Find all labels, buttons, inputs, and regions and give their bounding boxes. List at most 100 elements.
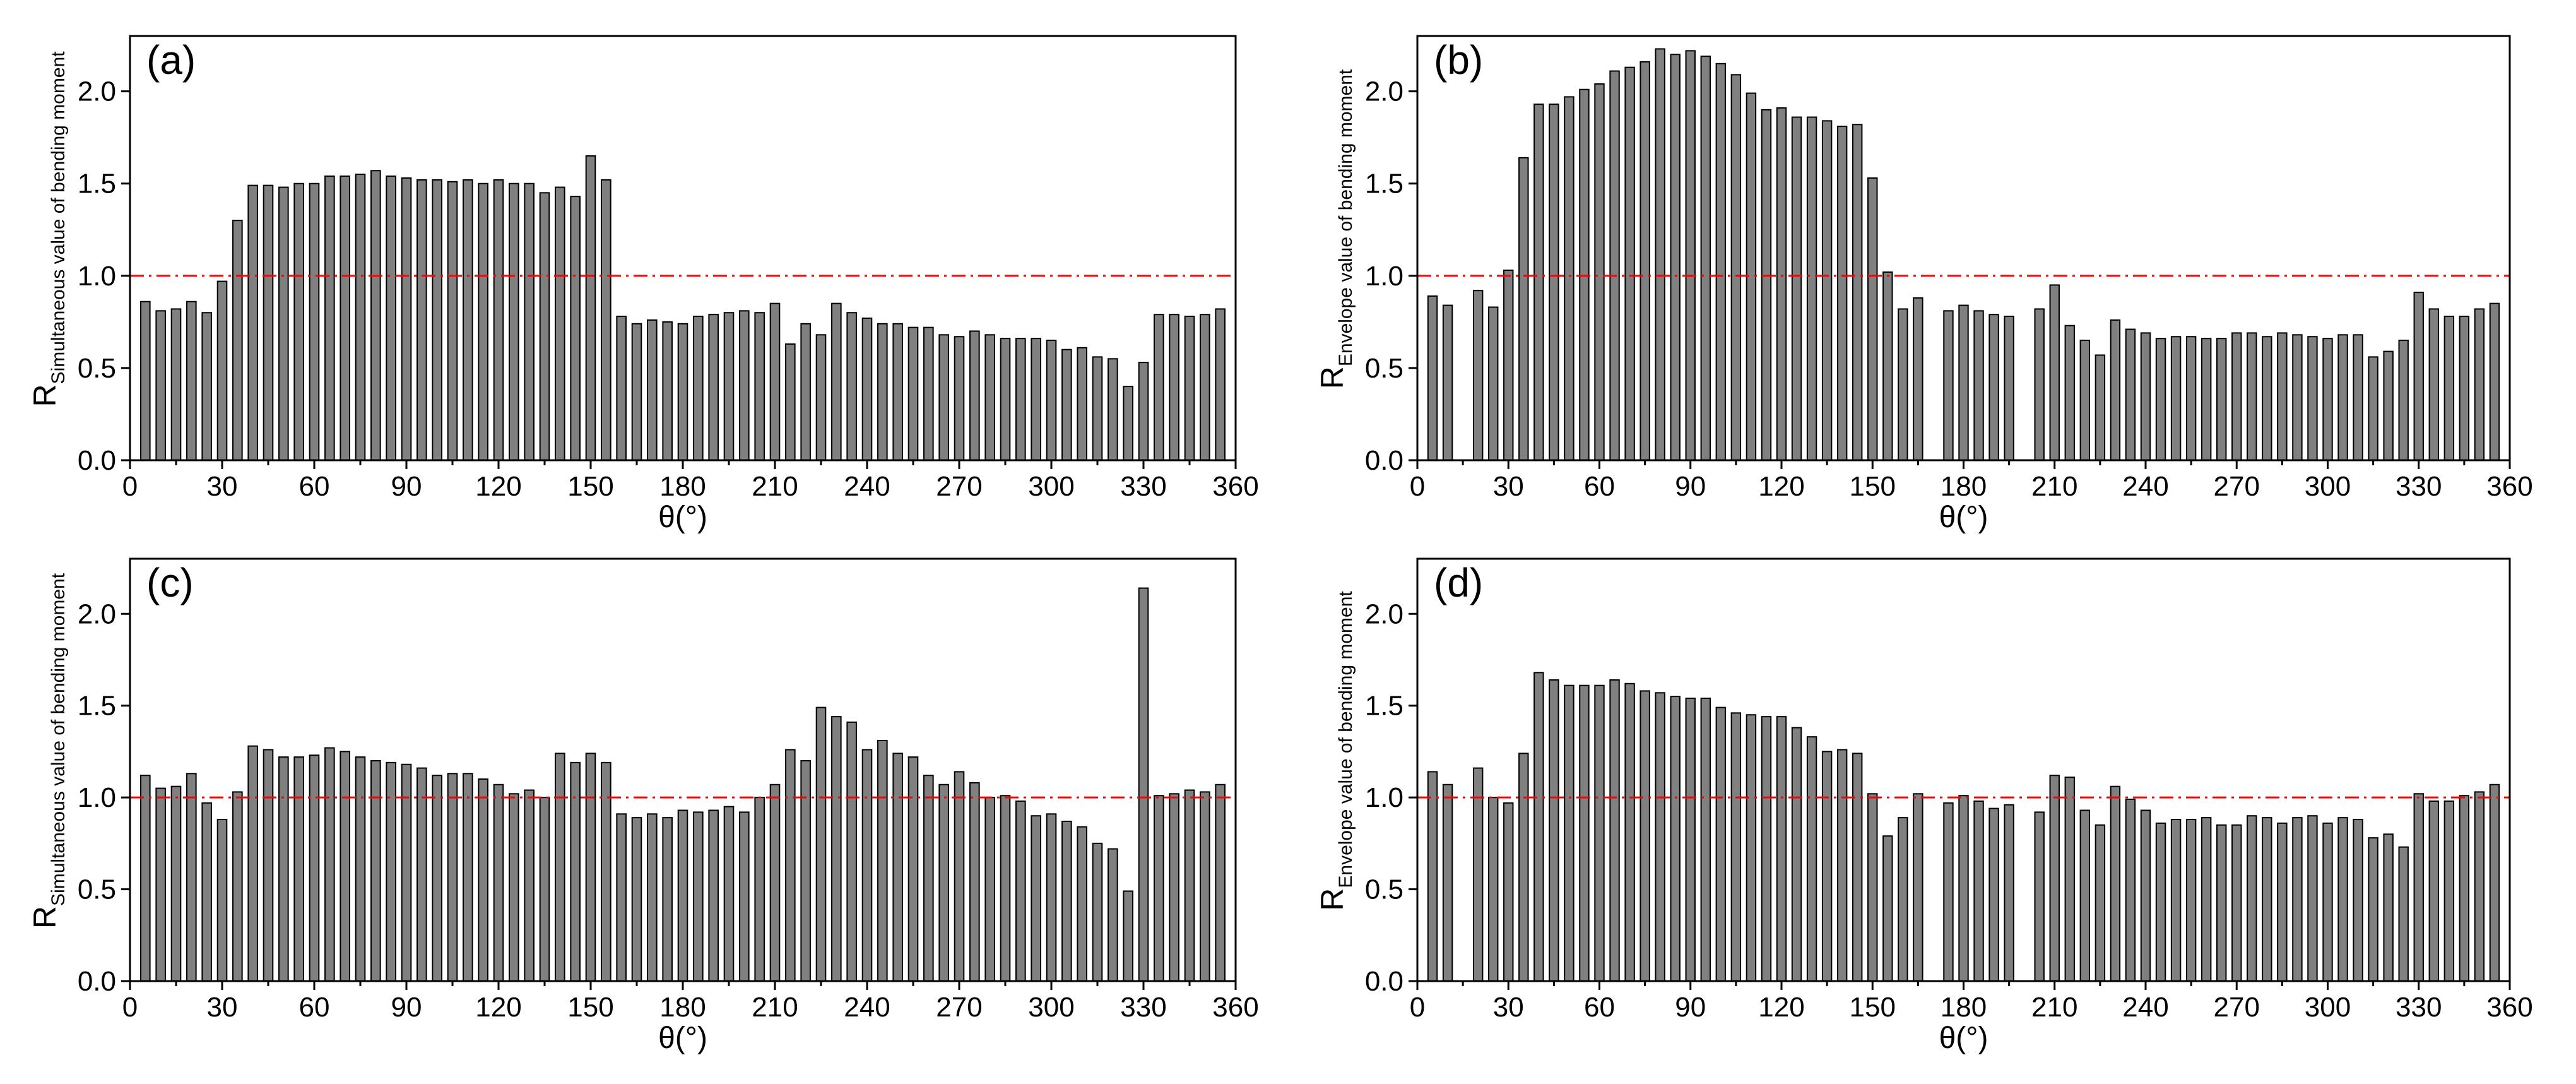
bar xyxy=(1533,104,1544,461)
bar xyxy=(815,334,827,461)
bar xyxy=(1077,347,1087,462)
bar xyxy=(1913,297,1923,461)
x-tick-label: 240 xyxy=(2122,471,2168,502)
bar xyxy=(754,312,765,461)
bar xyxy=(309,754,320,982)
bar xyxy=(2110,785,2121,982)
y-tick-label: 2.0 xyxy=(78,76,116,107)
bar xyxy=(2201,338,2212,461)
y-axis-label-main: R xyxy=(27,384,62,407)
x-tick-label: 300 xyxy=(1028,992,1074,1023)
bar xyxy=(1958,304,1969,461)
bar xyxy=(2064,777,2076,982)
bar xyxy=(1898,308,1908,461)
bar xyxy=(2094,824,2106,982)
bar xyxy=(1031,338,1041,461)
bar xyxy=(1609,679,1620,982)
y-axis-label-subscript: Envelope value of bending moment xyxy=(1335,69,1356,366)
bar xyxy=(2049,284,2060,461)
bar xyxy=(324,747,335,982)
bar xyxy=(1092,356,1103,462)
bar xyxy=(1564,96,1575,461)
bar xyxy=(631,817,642,982)
x-tick-label: 180 xyxy=(1941,471,1987,502)
bar xyxy=(2079,340,2091,462)
bar xyxy=(293,182,304,461)
bar xyxy=(815,706,827,982)
x-tick-label: 360 xyxy=(2486,471,2532,502)
y-tick-label: 0.5 xyxy=(1365,353,1403,384)
bar xyxy=(2247,815,2257,982)
y-tick-label: 2.0 xyxy=(78,599,116,629)
bar xyxy=(1154,795,1164,982)
x-tick-label: 30 xyxy=(1493,992,1524,1023)
bar xyxy=(693,811,704,982)
bar xyxy=(201,312,212,461)
y-tick-label: 0.5 xyxy=(1365,874,1403,905)
x-tick-label: 210 xyxy=(2031,992,2077,1023)
bar xyxy=(1092,842,1103,982)
x-tick-label: 0 xyxy=(1410,992,1425,1023)
bar xyxy=(1549,104,1559,461)
bar xyxy=(2216,338,2227,461)
bar xyxy=(1108,848,1118,982)
bar xyxy=(1958,795,1969,982)
bar xyxy=(846,721,857,982)
y-tick-label: 1.0 xyxy=(1365,782,1403,813)
x-tick-label: 30 xyxy=(207,992,238,1023)
bar xyxy=(1806,736,1817,982)
bar xyxy=(216,819,228,982)
bar xyxy=(170,785,182,982)
y-tick-label: 0.0 xyxy=(78,966,116,997)
bar xyxy=(616,316,627,461)
bar xyxy=(785,343,796,461)
bar xyxy=(2443,316,2455,461)
x-tick-label: 300 xyxy=(2305,992,2351,1023)
bar xyxy=(1487,797,1499,982)
bar xyxy=(278,756,289,982)
x-tick-label: 60 xyxy=(299,471,330,502)
bar xyxy=(2443,800,2455,982)
x-tick-label: 120 xyxy=(1758,471,1804,502)
bar xyxy=(1169,793,1179,982)
y-axis-label: RSimultaneous value of bending moment xyxy=(27,51,69,407)
y-axis-label-subscript: Simultaneous value of bending moment xyxy=(48,51,69,384)
bar xyxy=(969,330,980,462)
x-tick-label: 120 xyxy=(475,992,521,1023)
x-tick-label: 90 xyxy=(391,471,422,502)
x-axis-label: θ(°) xyxy=(1939,1021,1988,1055)
bar xyxy=(1594,83,1605,461)
bar xyxy=(938,783,949,982)
bar xyxy=(263,184,274,461)
bar xyxy=(570,761,581,982)
bar xyxy=(524,789,535,982)
bar xyxy=(601,761,612,982)
y-axis-label: REnvelope value of bending moment xyxy=(1315,591,1356,911)
bar xyxy=(861,318,873,461)
bar xyxy=(1200,314,1210,462)
x-tick-label: 0 xyxy=(1410,471,1425,502)
bar xyxy=(2277,822,2288,982)
bar xyxy=(1898,817,1908,982)
x-tick-label: 180 xyxy=(1941,992,1987,1023)
x-tick-label: 120 xyxy=(475,471,521,502)
y-tick-label: 1.0 xyxy=(1365,261,1403,292)
bar xyxy=(2368,356,2378,462)
bar xyxy=(1503,802,1514,982)
y-tick-label: 0.0 xyxy=(1365,966,1403,997)
bar xyxy=(1015,338,1026,461)
bar xyxy=(324,176,335,461)
bar xyxy=(938,334,949,461)
x-tick-label: 150 xyxy=(1850,471,1896,502)
bar xyxy=(647,319,658,461)
bar xyxy=(708,809,719,982)
bar xyxy=(723,806,735,982)
bar xyxy=(478,182,488,461)
x-tick-label: 210 xyxy=(2031,471,2077,502)
panel: 0 30 60 90 120 150 180 210 240 270 300 330 360 0.0 0.5… xyxy=(27,35,1259,534)
bar xyxy=(2216,824,2227,982)
x-tick-label: 150 xyxy=(567,992,613,1023)
bar xyxy=(539,797,550,982)
bar xyxy=(2034,811,2045,982)
bar xyxy=(1061,820,1072,982)
